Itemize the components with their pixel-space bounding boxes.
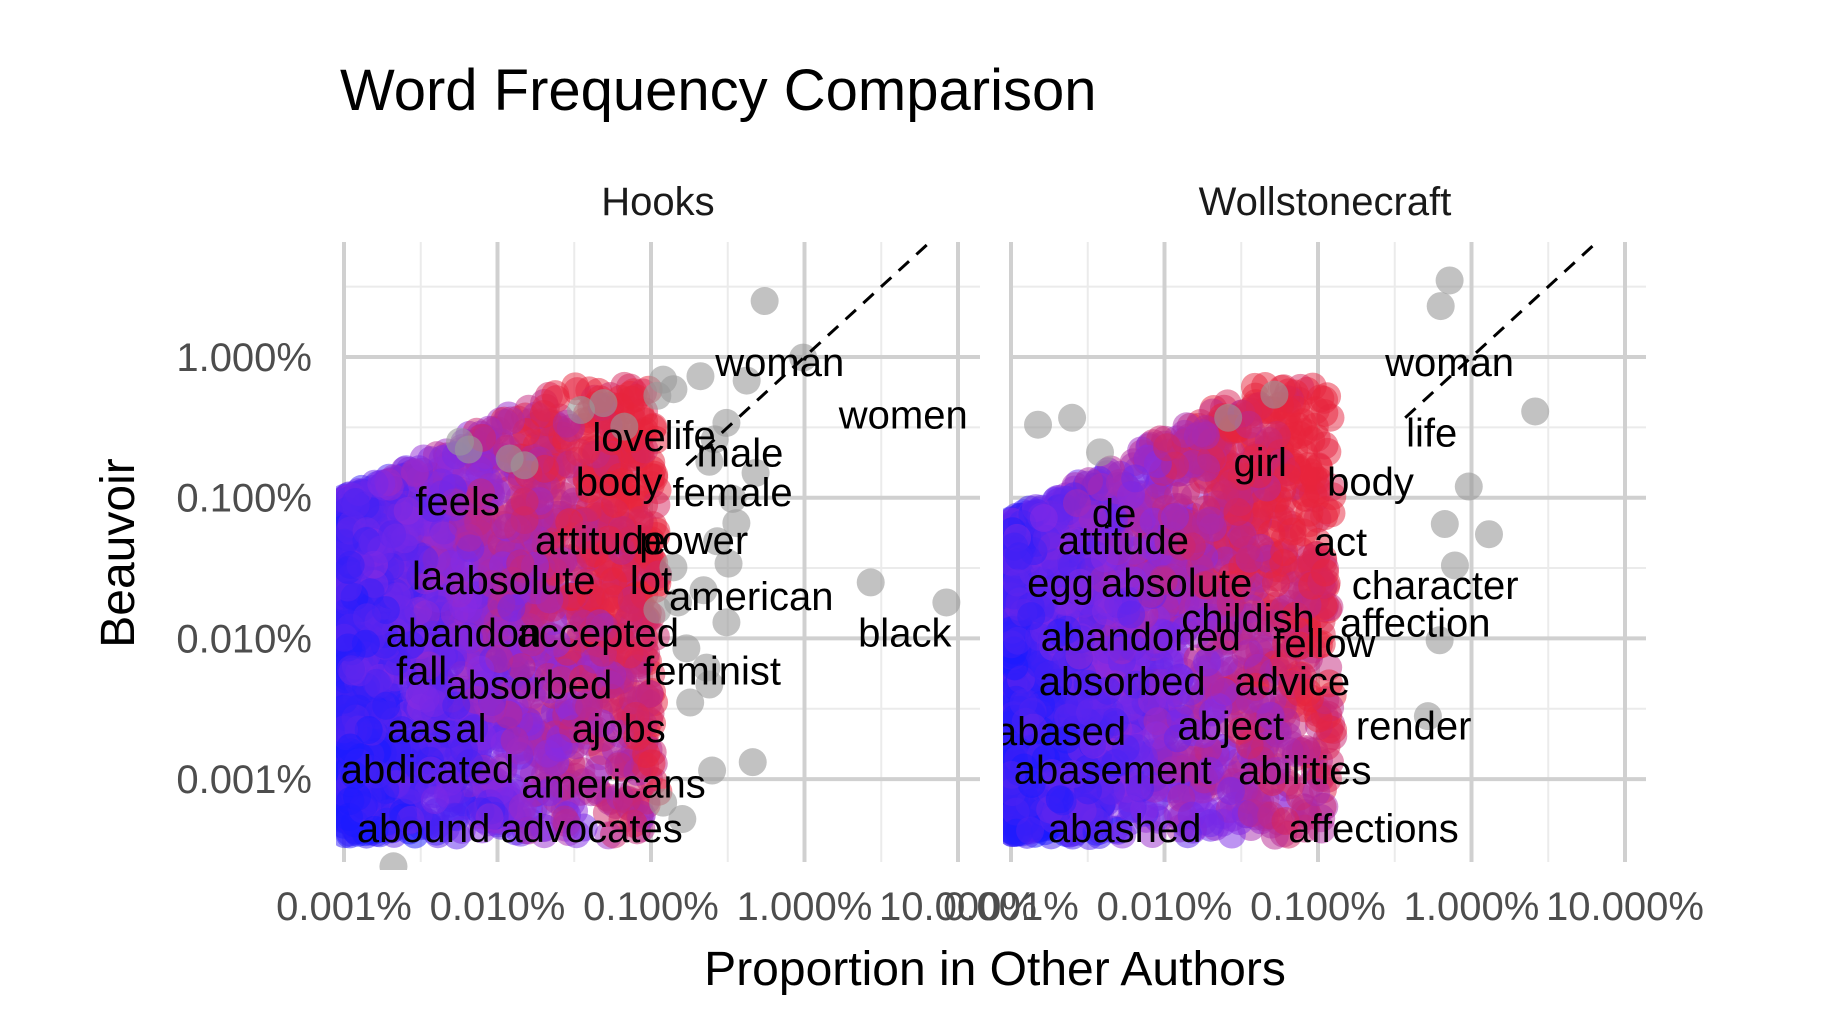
chart-title: Word Frequency Comparison <box>340 58 1096 123</box>
word-label: women <box>838 394 968 438</box>
word-label: feels <box>415 480 500 524</box>
word-label: love <box>592 416 665 460</box>
data-point <box>336 550 365 579</box>
data-point <box>496 406 525 435</box>
word-label: abound <box>357 807 490 851</box>
data-point <box>617 385 646 414</box>
data-point <box>341 490 370 519</box>
data-point <box>1315 715 1344 744</box>
data-point <box>576 582 605 611</box>
data-point <box>409 444 438 473</box>
word-label: absorbed <box>445 664 612 708</box>
data-point <box>367 469 396 498</box>
outlier-point <box>686 362 715 391</box>
outlier-point <box>856 568 885 597</box>
data-point <box>352 603 381 632</box>
data-point <box>565 438 594 467</box>
data-point <box>336 685 359 714</box>
data-point <box>571 521 600 550</box>
word-label: americans <box>521 763 706 807</box>
word-label: black <box>858 612 952 656</box>
data-point <box>1261 569 1290 598</box>
data-point <box>530 814 559 843</box>
word-label: power <box>639 519 748 563</box>
word-label: lot <box>630 559 672 603</box>
outlier-point <box>750 287 779 316</box>
data-point <box>429 521 458 550</box>
word-label: fall <box>396 650 447 694</box>
data-point <box>605 750 634 779</box>
word-label: body <box>576 461 663 505</box>
word-label: jobs <box>591 707 665 751</box>
word-label: a <box>572 707 595 751</box>
data-point <box>625 506 654 535</box>
data-point <box>535 778 564 807</box>
data-point <box>594 525 623 554</box>
data-point <box>425 584 454 613</box>
panel-strip-wollstonecraft: Wollstonecraft <box>1199 180 1452 224</box>
data-point <box>544 733 573 762</box>
data-point <box>351 629 380 658</box>
word-label: male <box>697 431 784 475</box>
data-point <box>635 679 664 708</box>
data-point <box>518 628 547 657</box>
data-point <box>1274 497 1303 526</box>
word-label: abdicated <box>341 748 514 792</box>
data-point <box>337 655 366 684</box>
data-point <box>460 714 489 743</box>
outlier-point <box>738 748 767 777</box>
outlier-point <box>379 852 408 870</box>
data-point <box>575 475 604 504</box>
data-point <box>367 535 396 564</box>
data-point <box>510 487 539 516</box>
panel-strip-hooks: Hooks <box>601 180 714 224</box>
data-point <box>549 546 578 575</box>
word-label: absolute <box>444 559 595 603</box>
word-label: aas <box>387 707 452 751</box>
outlier-point <box>510 451 539 480</box>
word-label: feminist <box>643 650 781 694</box>
data-point <box>507 653 536 682</box>
word-label: al <box>455 707 486 751</box>
outlier-point <box>643 381 672 410</box>
outlier-point <box>567 396 596 425</box>
data-point <box>542 629 571 658</box>
data-point <box>600 820 629 849</box>
data-point <box>597 683 626 712</box>
data-point <box>454 523 483 552</box>
data-point <box>531 393 560 422</box>
outlier-point <box>454 435 483 464</box>
word-label: woman <box>714 341 844 385</box>
word-label: american <box>669 575 834 619</box>
word-label: female <box>673 471 793 515</box>
data-point <box>382 647 411 676</box>
word-label: advocates <box>500 807 682 851</box>
word-label: la <box>412 554 444 598</box>
